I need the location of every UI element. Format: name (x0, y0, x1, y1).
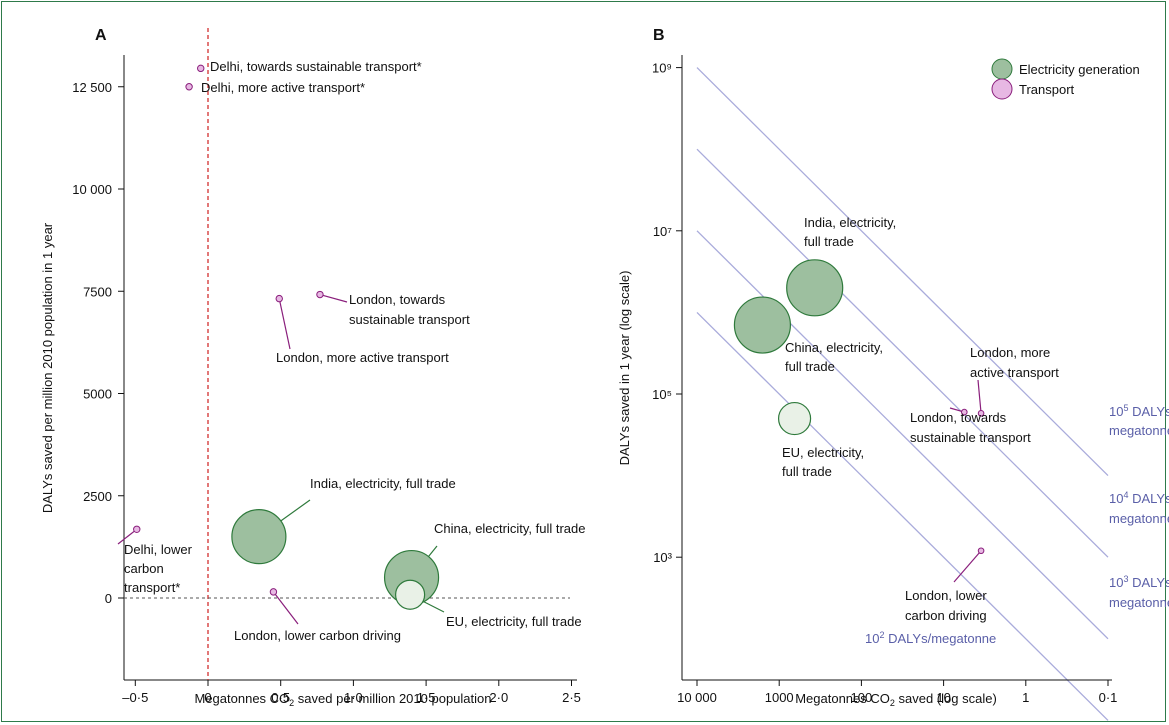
ann-delhi-lower-carbon-line1: Delhi, lower (124, 542, 193, 557)
panel-a-x-tick-label: 0·5 (271, 690, 290, 705)
panel-b-label: B (653, 27, 665, 44)
iso-line-100 (696, 311, 1109, 721)
leader-line (977, 379, 982, 414)
ann-london-active-b-line1: London, more (970, 345, 1050, 360)
point-a-london-lower-carbon-driving (269, 588, 278, 596)
ann-london-active-b-line2: active transport (970, 365, 1059, 380)
ann-delhi-active: Delhi, more active transport* (201, 80, 365, 95)
panel-b-x-label: Megatonnes CO2 saved (log scale) (795, 691, 997, 708)
iso-line-100000 (696, 67, 1109, 477)
iso-line-10000 (696, 148, 1109, 558)
point-b-india-electricity-full-trade (786, 259, 844, 317)
ann-london-sustainable-line2: sustainable transport (349, 312, 470, 327)
ann-eu-b-line2: full trade (782, 464, 832, 479)
panel-b-y-label: DALYs saved in 1 year (log scale) (617, 271, 632, 466)
iso-label-1e4-line1: 104 DALYs/ (1109, 490, 1169, 506)
panel-a-y-label: DALYs saved per million 2010 population … (40, 222, 55, 513)
ann-india-b-line1: India, electricity, (804, 215, 896, 230)
point-b-london-more-active-transport (977, 410, 985, 417)
panel-a-x-tick-label: –0·5 (122, 690, 148, 705)
panel-b-y-tick-label: 10⁵ (652, 387, 672, 402)
panel-b-x-tick-label: 1 (1022, 690, 1029, 705)
point-a-delhi-more-active-transport (185, 83, 193, 91)
iso-label-1e5-line2: megatonne (1109, 423, 1169, 438)
point-a-delhi-towards-sustainable-transport (197, 64, 205, 73)
panel-a-x-label: Megatonnes CO2 saved per million 2010 po… (195, 691, 492, 708)
ann-china-b-line1: China, electricity, (785, 340, 883, 355)
point-b-london-lower-carbon-driving (977, 547, 985, 555)
ann-delhi-lower-carbon-line2: carbon (124, 561, 164, 576)
panel-a-x-tick-label: 2·0 (489, 690, 508, 705)
leader-line (278, 298, 291, 350)
point-a-delhi-lower-carbon-transport (133, 525, 141, 533)
ann-london-lower-b-line2: carbon driving (905, 608, 987, 623)
panel-b-x-tick-label: 0·1 (1099, 690, 1118, 705)
iso-label-1e5-line1: 105 DALYs/ (1109, 403, 1169, 419)
legend-electricity-swatch (991, 58, 1013, 80)
panel-b: B 10 000 1000 100 10 1 0·1 10³ 10⁵ 10⁷ 10⁹ 105 D… (617, 27, 1169, 721)
panel-a-y-tick-label: 10 000 (72, 182, 112, 197)
point-a-london-more-active-transport (275, 294, 283, 303)
point-b-eu-electricity-full-trade (777, 401, 812, 436)
ann-china-b-line2: full trade (785, 359, 835, 374)
point-a-eu-electricity-full-trade (395, 579, 426, 610)
ann-china-a: China, electricity, full trade (434, 521, 586, 536)
leader-line (319, 293, 348, 303)
panel-a-y-tick-label: 5000 (83, 387, 112, 402)
ann-eu-a: EU, electricity, full trade (446, 614, 582, 629)
panel-a-y-tick-label: 2500 (83, 489, 112, 504)
panel-a-x-tick-label: 1·0 (344, 690, 363, 705)
panel-a: A –0·5 0 0·5 1·0 1·5 2·0 2·5 0 2500 5000 7500 10 0… (40, 27, 586, 708)
ann-london-lower-carbon-a: London, lower carbon driving (234, 628, 401, 643)
point-b-london-towards-sustainable-transport (960, 408, 968, 416)
ann-delhi-lower-carbon-line3: transport* (124, 580, 180, 595)
iso-label-1e4-line2: megatonne (1109, 511, 1169, 526)
panel-a-x-tick-label: 1·5 (417, 690, 436, 705)
point-b-china-electricity-full-trade (733, 296, 792, 354)
panel-b-x-tick-label: 1000 (765, 690, 794, 705)
panel-a-y-tick-label: 7500 (83, 284, 112, 299)
legend: Electricity generation Transport (991, 58, 1140, 100)
leader-line (272, 591, 299, 625)
ann-london-sustainable-b-line1: London, towards (910, 410, 1007, 425)
point-a-india-electricity-full-trade (231, 509, 287, 565)
ann-india-a: India, electricity, full trade (310, 476, 456, 491)
ann-london-sustainable-line1: London, towards (349, 292, 446, 307)
panel-a-y-tick-label: 12 500 (72, 80, 112, 95)
panel-b-y-tick-label: 10⁷ (653, 224, 672, 239)
panel-b-y-tick-label: 10³ (653, 550, 672, 565)
leader-line (953, 550, 982, 583)
panel-b-y-tick-label: 10⁹ (652, 61, 672, 76)
ann-india-b-line2: full trade (804, 234, 854, 249)
point-a-london-towards-sustainable-transport (316, 290, 324, 299)
panel-a-y-tick-label: 0 (105, 591, 112, 606)
ann-eu-b-line1: EU, electricity, (782, 445, 864, 460)
leader-line (117, 528, 138, 545)
panel-a-x-tick-label: 2·5 (562, 690, 581, 705)
panel-b-x-tick-label: 10 (936, 690, 950, 705)
ann-london-active: London, more active transport (276, 350, 449, 365)
panel-a-label: A (95, 27, 107, 44)
iso-label-1e3-line1: 103 DALYs/ (1109, 574, 1169, 590)
panel-a-x-tick-label: 0 (204, 690, 211, 705)
iso-label-1e3-line2: megatonne (1109, 595, 1169, 610)
legend-transport-label: Transport (1019, 82, 1075, 97)
iso-line-1000 (696, 230, 1109, 640)
legend-electricity-label: Electricity generation (1019, 62, 1140, 77)
ann-london-sustainable-b-line2: sustainable transport (910, 430, 1031, 445)
ann-delhi-sustainable: Delhi, towards sustainable transport* (210, 59, 422, 74)
panel-b-x-tick-label: 10 000 (677, 690, 717, 705)
iso-label-1e2: 102 DALYs/megatonne (865, 630, 996, 646)
legend-transport-swatch (991, 78, 1013, 100)
ann-london-lower-b-line1: London, lower (905, 588, 987, 603)
panel-b-x-tick-label: 100 (851, 690, 873, 705)
